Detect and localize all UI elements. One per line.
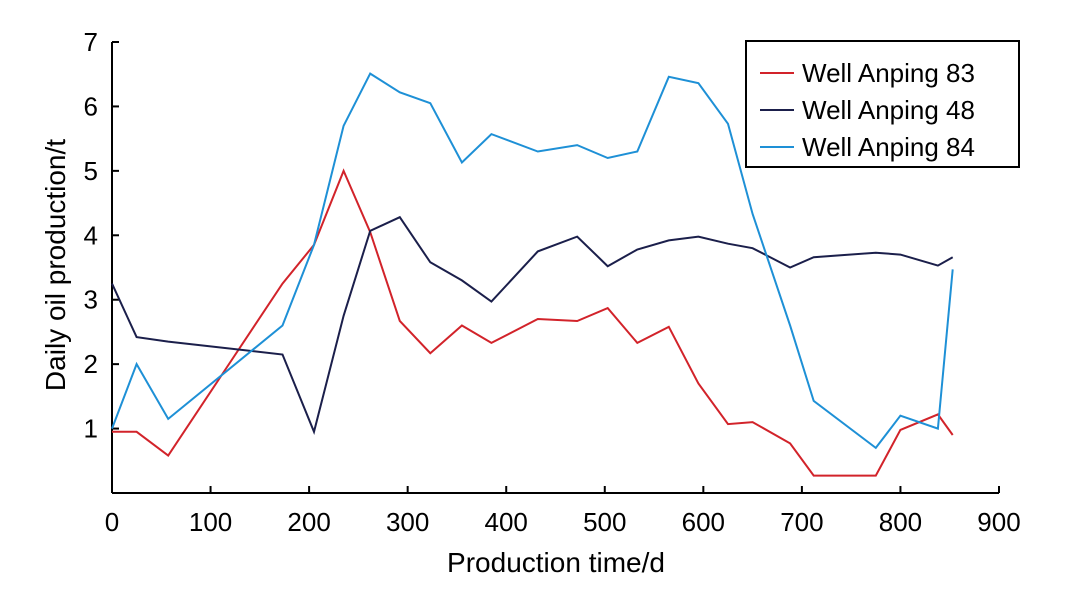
- y-tick-label: 6: [84, 91, 98, 121]
- series-line-1: [112, 168, 954, 477]
- x-tick-label: 800: [879, 507, 922, 537]
- x-tick-label: 700: [780, 507, 823, 537]
- y-tick-label: 4: [84, 220, 98, 250]
- x-tick-label: 500: [583, 507, 626, 537]
- axes: [111, 41, 1000, 494]
- legend-label-1: Well Anping 83: [802, 58, 975, 88]
- x-tick-label: 200: [287, 507, 330, 537]
- x-tick-label: 400: [485, 507, 528, 537]
- x-tick-label: 600: [682, 507, 725, 537]
- x-tick-label: 0: [105, 507, 119, 537]
- y-tick-label: 5: [84, 156, 98, 186]
- y-tick-label: 3: [84, 285, 98, 315]
- tick-labels: 0 100 200 300 400 500 600 700 800 900 1 2 3 4 5 6 7: [84, 27, 1021, 537]
- x-tick-label: 300: [386, 507, 429, 537]
- y-tick-label: 1: [84, 414, 98, 444]
- series-line-2: [111, 215, 954, 435]
- legend-label-2: Well Anping 48: [802, 95, 975, 125]
- series-group: [111, 72, 954, 477]
- y-axis-title: Daily oil production/t: [40, 139, 71, 391]
- x-tick-label: 900: [977, 507, 1020, 537]
- y-tick-label: 2: [84, 349, 98, 379]
- x-tick-label: 100: [189, 507, 232, 537]
- y-tick-label: 7: [84, 27, 98, 57]
- legend: Well Anping 83 Well Anping 48 Well Anping …: [745, 40, 1020, 168]
- series-line-3: [111, 72, 954, 450]
- x-axis-title: Production time/d: [447, 547, 665, 578]
- legend-label-3: Well Anping 84: [802, 132, 975, 162]
